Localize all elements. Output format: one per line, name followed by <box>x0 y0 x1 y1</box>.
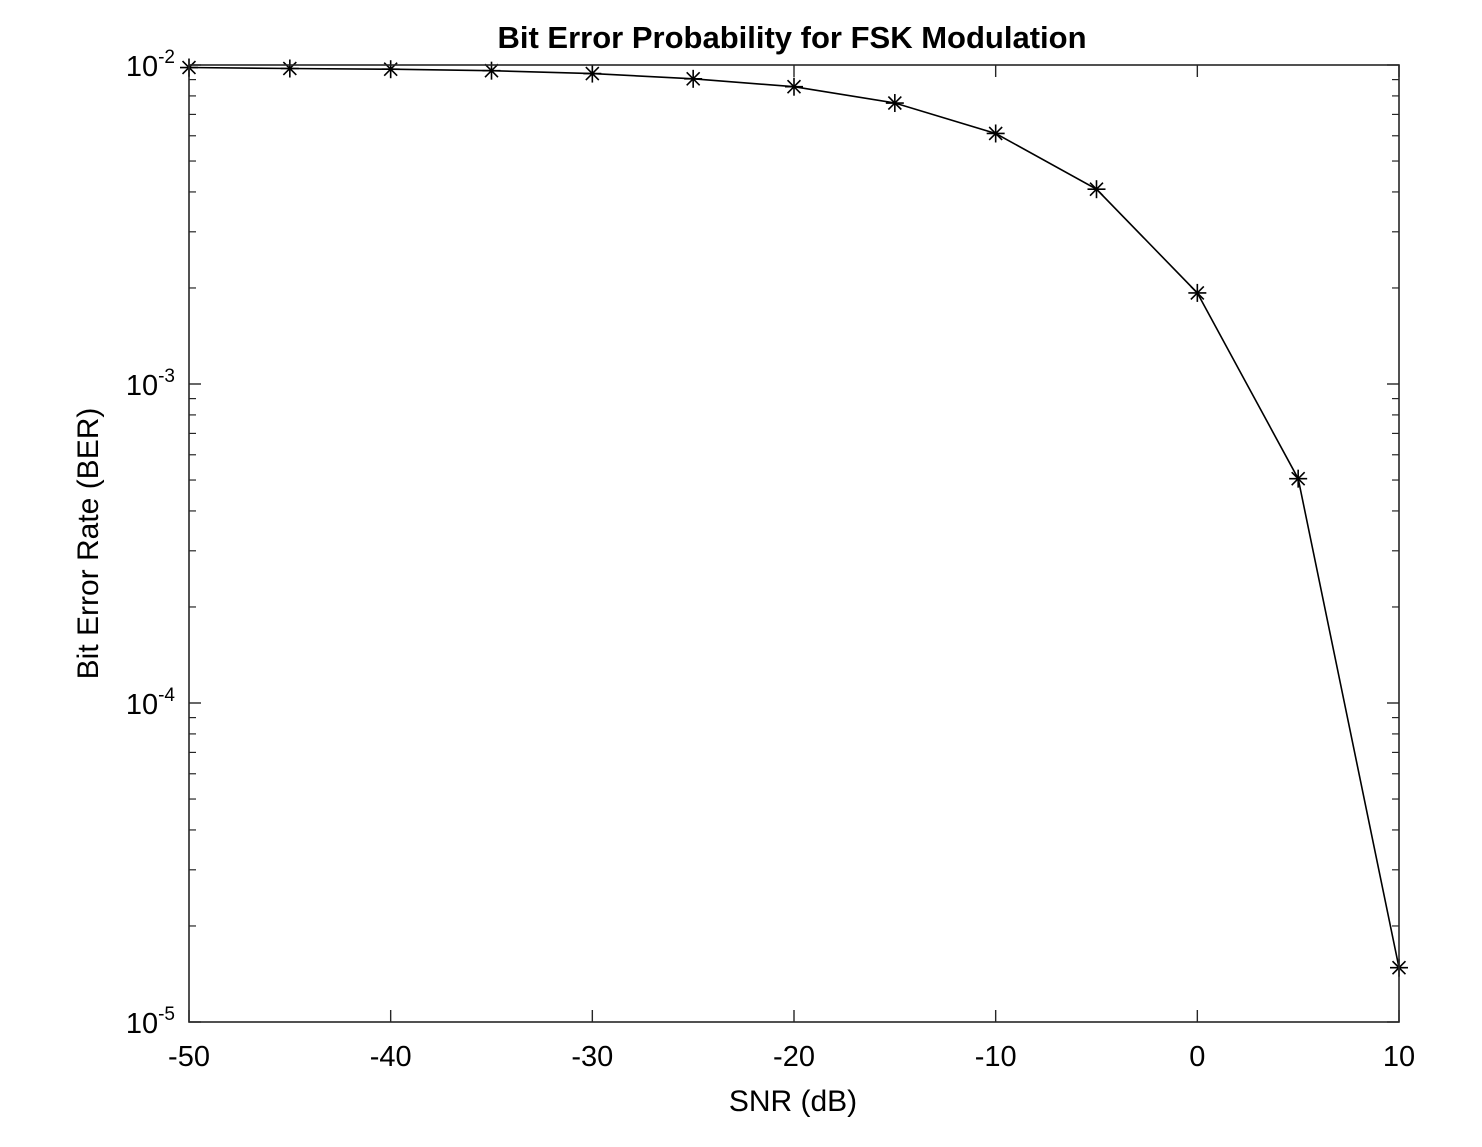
data-point-marker <box>381 60 400 79</box>
data-point-marker <box>885 94 904 113</box>
marker-stroke <box>282 61 297 76</box>
data-point-marker <box>785 77 803 96</box>
x-axis-label: SNR (dB) <box>729 1085 857 1118</box>
y-tick-labels: 10-210-310-410-5 <box>126 47 176 1040</box>
x-tick-label: -10 <box>975 1041 1017 1073</box>
y-tick-label: 10-2 <box>126 47 175 83</box>
y-tick-base: 10 <box>126 51 158 83</box>
marker-stroke <box>786 79 802 94</box>
data-point-marker <box>684 69 703 88</box>
data-point-marker <box>280 59 299 78</box>
y-tick-label: 10-4 <box>126 685 176 721</box>
marker-stroke <box>1190 285 1205 300</box>
y-tick-exponent: -4 <box>158 685 175 706</box>
x-tick-label: -40 <box>370 1041 412 1073</box>
y-tick-exponent: -3 <box>158 366 175 387</box>
y-tick-label: 10-5 <box>126 1004 175 1040</box>
x-tick-labels: -50 -40 -30 -20 -10 0 10 <box>168 1041 1415 1073</box>
data-point-marker <box>583 64 602 83</box>
plot-area <box>189 65 1399 1022</box>
y-tick-exponent: -2 <box>158 47 175 68</box>
data-point-marker <box>1087 180 1106 199</box>
axes-box <box>188 64 1400 1023</box>
minor-ticks <box>189 78 1399 927</box>
y-tick-base: 10 <box>126 1008 158 1040</box>
marker-stroke <box>686 71 701 86</box>
marker-stroke <box>887 95 902 111</box>
data-point-marker <box>986 124 1005 143</box>
x-tick-label: -20 <box>773 1041 815 1073</box>
marker-stroke <box>1089 182 1104 197</box>
y-tick-base: 10 <box>126 370 158 402</box>
x-tick-label: -50 <box>168 1041 210 1073</box>
marker-stroke <box>585 66 600 81</box>
marker-stroke <box>1291 471 1306 486</box>
chart-title: Bit Error Probability for FSK Modulation <box>498 20 1087 55</box>
x-tick-label: 0 <box>1189 1041 1205 1073</box>
x-tick-label: 10 <box>1383 1041 1415 1073</box>
marker-stroke <box>988 126 1003 141</box>
y-axis-label: Bit Error Rate (BER) <box>72 408 105 680</box>
y-tick-label: 10-3 <box>126 366 175 402</box>
y-tick-base: 10 <box>126 689 158 721</box>
marker-stroke <box>484 63 499 78</box>
y-tick-exponent: -5 <box>158 1004 175 1025</box>
data-point-marker <box>1188 283 1207 302</box>
data-point-marker <box>1289 469 1308 488</box>
x-tick-label: -30 <box>571 1041 613 1073</box>
